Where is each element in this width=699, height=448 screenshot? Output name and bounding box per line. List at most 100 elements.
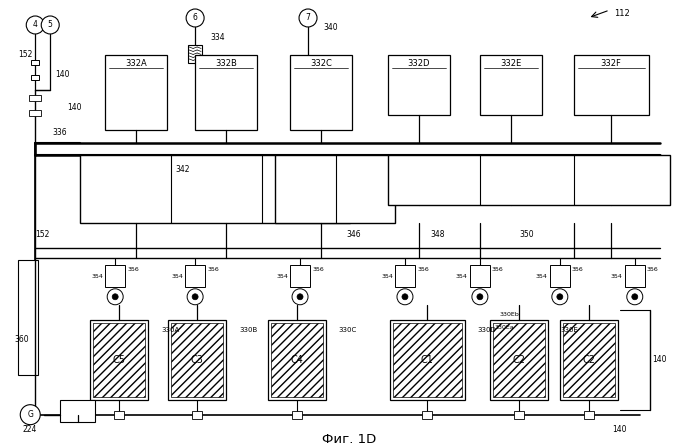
Text: 340: 340 xyxy=(323,23,338,32)
Circle shape xyxy=(402,294,408,300)
Bar xyxy=(388,55,450,115)
Bar xyxy=(575,169,591,181)
Circle shape xyxy=(292,289,308,305)
Bar xyxy=(90,320,148,400)
Text: 140: 140 xyxy=(612,425,627,434)
Bar xyxy=(185,265,205,287)
Text: 224: 224 xyxy=(22,425,36,434)
Bar xyxy=(171,323,223,396)
Circle shape xyxy=(187,289,203,305)
Bar xyxy=(290,265,310,287)
Text: 354: 354 xyxy=(381,274,393,279)
Text: C1: C1 xyxy=(421,355,433,365)
Text: 6: 6 xyxy=(193,13,198,22)
Bar xyxy=(630,169,647,181)
Bar xyxy=(493,323,545,396)
Text: 354: 354 xyxy=(276,274,288,279)
Bar xyxy=(29,95,41,101)
Circle shape xyxy=(41,16,59,34)
Bar xyxy=(531,169,547,181)
Bar xyxy=(98,169,114,181)
Bar xyxy=(248,169,264,181)
Text: 356: 356 xyxy=(207,267,219,272)
Text: 330Ea: 330Ea xyxy=(495,325,514,330)
Bar xyxy=(29,110,41,116)
Bar xyxy=(271,323,323,396)
Circle shape xyxy=(472,289,488,305)
Circle shape xyxy=(112,294,118,300)
Text: 348: 348 xyxy=(430,230,445,239)
Bar xyxy=(574,55,649,115)
Text: 5: 5 xyxy=(48,21,52,30)
Bar xyxy=(31,75,39,80)
Bar xyxy=(93,323,145,396)
Circle shape xyxy=(107,289,123,305)
Bar xyxy=(105,55,167,130)
Circle shape xyxy=(477,294,483,300)
Text: 330Eb: 330Eb xyxy=(500,312,519,317)
Text: 140: 140 xyxy=(67,103,82,112)
Circle shape xyxy=(27,16,44,34)
Text: 354: 354 xyxy=(456,274,468,279)
Text: C5: C5 xyxy=(113,355,126,365)
Bar xyxy=(188,45,202,63)
Text: 330B: 330B xyxy=(239,327,257,333)
Text: 152: 152 xyxy=(18,51,33,60)
Bar xyxy=(158,169,174,181)
Text: 332E: 332E xyxy=(500,60,521,69)
Bar xyxy=(514,411,524,419)
Text: 336: 336 xyxy=(52,129,67,138)
Circle shape xyxy=(557,294,563,300)
Text: C4: C4 xyxy=(291,355,303,365)
Text: 342: 342 xyxy=(175,165,189,174)
Bar xyxy=(395,265,415,287)
Circle shape xyxy=(299,9,317,27)
Text: 356: 356 xyxy=(647,267,658,272)
Text: 330D: 330D xyxy=(477,327,496,333)
Circle shape xyxy=(397,289,413,305)
Circle shape xyxy=(297,294,303,300)
Bar xyxy=(343,169,359,181)
Text: 354: 354 xyxy=(171,274,183,279)
Bar xyxy=(388,155,670,205)
Text: 354: 354 xyxy=(611,274,623,279)
Text: 330E: 330E xyxy=(561,327,579,333)
Text: 4: 4 xyxy=(33,21,38,30)
Bar xyxy=(550,265,570,287)
Text: G: G xyxy=(27,410,33,419)
Text: 152: 152 xyxy=(35,230,50,239)
Bar xyxy=(275,155,395,223)
Text: 332A: 332A xyxy=(125,60,147,69)
Text: 332D: 332D xyxy=(408,60,430,69)
Bar xyxy=(393,323,462,396)
Bar xyxy=(195,55,257,130)
Bar xyxy=(383,169,399,181)
Text: 356: 356 xyxy=(417,267,428,272)
Bar xyxy=(470,265,490,287)
Bar xyxy=(268,320,326,400)
Circle shape xyxy=(552,289,568,305)
Circle shape xyxy=(632,294,637,300)
Bar xyxy=(105,265,125,287)
Bar xyxy=(475,169,491,181)
Text: 140: 140 xyxy=(652,355,667,364)
Text: 356: 356 xyxy=(572,267,584,272)
Circle shape xyxy=(20,405,41,425)
Bar xyxy=(60,400,95,422)
Text: 332C: 332C xyxy=(310,60,332,69)
Text: C2: C2 xyxy=(512,355,526,365)
Text: 354: 354 xyxy=(92,274,103,279)
Bar xyxy=(80,155,350,223)
Bar xyxy=(439,169,455,181)
Bar xyxy=(18,260,38,375)
Circle shape xyxy=(186,9,204,27)
Text: 140: 140 xyxy=(55,70,70,79)
Text: 7: 7 xyxy=(305,13,310,22)
Text: 112: 112 xyxy=(614,9,630,18)
Circle shape xyxy=(192,294,198,300)
Bar xyxy=(292,411,302,419)
Text: 330A: 330A xyxy=(161,327,179,333)
Bar xyxy=(114,411,124,419)
Text: 332B: 332B xyxy=(215,60,237,69)
Text: 356: 356 xyxy=(492,267,504,272)
